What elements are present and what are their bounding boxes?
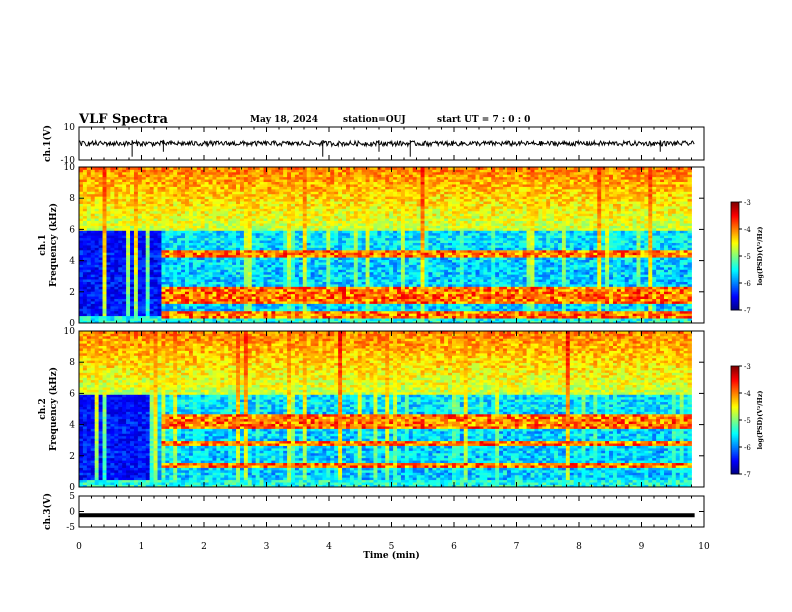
y-tick-label: 8	[69, 358, 75, 368]
colorbar-tick-label: -5	[744, 417, 751, 425]
x-tick-label: 2	[201, 542, 207, 552]
colorbar-tick-label: -7	[744, 307, 751, 315]
y-tick-label: -10	[61, 156, 76, 166]
y-tick-label: 6	[69, 225, 75, 235]
colorbar-label: log(PSD)(V²/Hz)	[756, 227, 764, 286]
x-tick-label: 5	[389, 542, 395, 552]
y-tick-label: 2	[69, 452, 75, 462]
colorbar-tick-label: -6	[744, 444, 751, 452]
y-axis-label: Frequency (kHz)	[48, 203, 59, 287]
x-tick-label: 0	[76, 542, 82, 552]
y-tick-label: 5	[69, 492, 75, 502]
y-tick-label: 10	[64, 163, 76, 173]
colorbar-tick-label: -7	[744, 471, 751, 479]
y-tick-label: 10	[64, 327, 76, 337]
figure-title: VLF Spectra	[79, 112, 168, 127]
spectrogram-ch2	[79, 331, 692, 488]
spectrogram-ch1	[79, 167, 692, 324]
x-axis-label: Time (min)	[363, 550, 420, 561]
y-tick-label: 4	[69, 421, 75, 431]
y-axis-label: ch.1	[38, 234, 48, 255]
x-tick-label: 1	[139, 542, 145, 552]
x-tick-label: 3	[264, 542, 270, 552]
start-time-label: start UT = 7 : 0 : 0	[437, 115, 530, 125]
x-tick-label: 9	[639, 542, 645, 552]
colorbar-tick-label: -5	[744, 253, 751, 261]
colorbar-ch1	[731, 202, 739, 311]
date-label: May 18, 2024	[250, 115, 318, 125]
y-axis-label: ch.3(V)	[42, 493, 53, 530]
colorbar-label: log(PSD)(V²/Hz)	[756, 391, 764, 450]
y-axis-label: ch.1(V)	[42, 125, 53, 162]
y-tick-label: 6	[69, 389, 75, 399]
x-tick-label: 8	[576, 542, 582, 552]
colorbar-tick-label: -6	[744, 280, 751, 288]
y-tick-label: 8	[69, 194, 75, 204]
station-label: station=OUJ	[343, 115, 406, 125]
colorbar-ch2	[731, 366, 739, 475]
y-tick-label: 0	[69, 508, 75, 518]
y-tick-label: 0	[69, 483, 75, 493]
y-tick-label: 10	[64, 123, 76, 133]
y-axis-label: Frequency (kHz)	[48, 367, 59, 451]
y-tick-label: 0	[69, 319, 75, 329]
colorbar-tick-label: -3	[744, 363, 751, 371]
x-tick-label: 4	[326, 542, 332, 552]
y-tick-label: 4	[69, 257, 75, 267]
y-axis-label: ch.2	[38, 398, 48, 419]
ch1-waveform-line	[78, 139, 695, 148]
colorbar-tick-label: -4	[744, 226, 751, 234]
y-tick-label: 2	[69, 288, 75, 298]
x-tick-label: 6	[451, 542, 457, 552]
y-tick-label: -5	[66, 523, 75, 533]
x-tick-label: 10	[698, 542, 710, 552]
colorbar-tick-label: -4	[744, 390, 751, 398]
colorbar-tick-label: -3	[744, 199, 751, 207]
x-tick-label: 7	[514, 542, 520, 552]
